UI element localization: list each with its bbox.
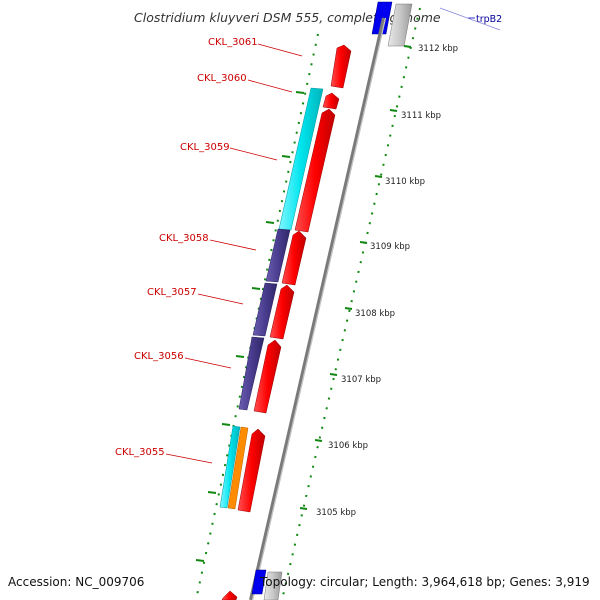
gene-arrow-3059[interactable]	[294, 108, 336, 233]
scale-label-3110: 3110 kbp	[385, 177, 425, 187]
gene-arrow-3057[interactable]	[269, 284, 295, 340]
cog-bar-3058[interactable]	[265, 228, 291, 283]
gene-arrow-3061[interactable]	[330, 44, 352, 89]
scale-label-3109: 3109 kbp	[370, 242, 410, 252]
scale-label-3105: 3105 kbp	[316, 508, 356, 518]
genome-backbone	[249, 17, 386, 600]
gene-label-3060[interactable]: CKL_3060	[197, 73, 247, 84]
gene-label-3055[interactable]: CKL_3055	[115, 447, 165, 458]
scale-ring	[281, 7, 421, 600]
gene-label-3061[interactable]: CKL_3061	[208, 37, 258, 48]
gene-label-3057[interactable]: CKL_3057	[147, 287, 197, 298]
accession-text: Accession: NC_009706	[8, 575, 144, 589]
scale-major-ticks	[299, 45, 412, 510]
scale-label-3106: 3106 kbp	[328, 441, 368, 451]
trpB2-pointer-line	[439, 7, 501, 31]
gene-arrow-3056[interactable]	[253, 339, 282, 414]
gene-label-leaders	[165, 43, 303, 464]
map-title: Clostridium kluyveri DSM 555, complete g…	[134, 10, 441, 25]
scale-label-3112: 3112 kbp	[418, 44, 458, 54]
scale-label-3108: 3108 kbp	[355, 309, 395, 319]
gene-label-trpB2[interactable]: trpB2	[476, 14, 502, 25]
scale-label-3111: 3111 kbp	[401, 111, 441, 121]
gene-label-3059[interactable]: CKL_3059	[180, 142, 230, 153]
gray-gene-bottom[interactable]	[263, 571, 283, 600]
cog-bar-3055-orange[interactable]	[227, 426, 249, 510]
cog-bar-3055-cyan[interactable]	[219, 425, 241, 509]
gene-arrow-bottom[interactable]	[221, 590, 238, 600]
cog-bar-3056[interactable]	[238, 336, 265, 411]
genome-backbone-highlight	[251, 17, 387, 600]
gene-arrow-3055[interactable]	[237, 428, 266, 513]
gene-arrow-3060[interactable]	[322, 92, 340, 110]
cog-bar-3059[interactable]	[278, 87, 324, 231]
blue-gene-bottom[interactable]	[251, 569, 267, 595]
outer-major-ticks	[195, 91, 305, 562]
cog-bar-3057[interactable]	[252, 282, 278, 337]
gene-arrow-3058[interactable]	[281, 230, 307, 286]
gene-label-3056[interactable]: CKL_3056	[134, 351, 184, 362]
genome-summary-text: Topology: circular; Length: 3,964,618 bp…	[259, 575, 590, 589]
scale-label-3107: 3107 kbp	[341, 375, 381, 385]
gene-label-3058[interactable]: CKL_3058	[159, 233, 209, 244]
